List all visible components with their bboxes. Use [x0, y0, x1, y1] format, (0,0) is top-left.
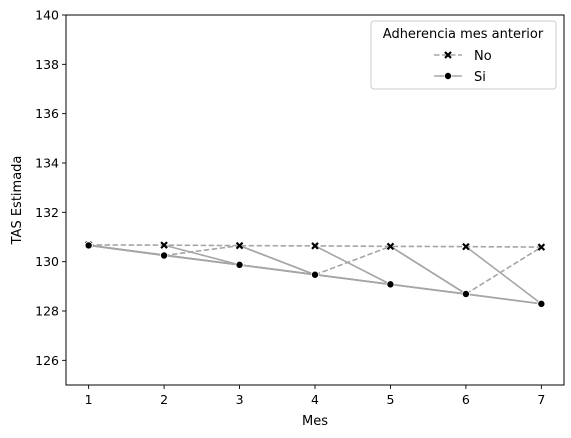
- x-tick-label-2: 2: [160, 392, 168, 407]
- transition-line-5: [465, 246, 542, 295]
- x-tick-label-6: 6: [462, 392, 470, 407]
- x-tick-label-3: 3: [236, 392, 244, 407]
- point-si-6: [461, 289, 470, 298]
- y-axis-ticks: 126 128 130 132 134 136 138 140: [35, 8, 66, 368]
- y-axis-label: TAS Estimada: [10, 156, 25, 246]
- transition-line-3: [314, 245, 391, 276]
- y-tick-label-134: 134: [35, 156, 59, 171]
- legend-marker-x-icon: [444, 51, 452, 59]
- point-no-4: [311, 242, 319, 250]
- transition-line-12: [239, 244, 316, 276]
- x-tick-label-5: 5: [386, 392, 394, 407]
- transition-line-14: [390, 245, 467, 295]
- point-no-7: [537, 243, 546, 251]
- legend-entry-si: Si: [434, 70, 486, 85]
- x-tick-label-1: 1: [85, 392, 93, 407]
- point-si-5: [386, 280, 395, 289]
- x-tick-label-4: 4: [311, 392, 319, 407]
- series-markers: [84, 241, 546, 308]
- legend: Adherencia mes anterior No Si: [370, 20, 557, 90]
- point-no-5: [386, 242, 395, 251]
- x-tick-label-7: 7: [537, 392, 545, 407]
- x-axis-label: Mes: [302, 414, 328, 429]
- y-tick-label-140: 140: [35, 8, 59, 23]
- point-si-7: [537, 299, 546, 308]
- point-no-6: [462, 242, 470, 251]
- point-no-3: [235, 241, 244, 250]
- transition-line-11: [163, 244, 240, 266]
- y-tick-label-130: 130: [35, 254, 59, 269]
- point-si-2: [160, 251, 169, 260]
- transition-line-15: [465, 245, 542, 305]
- y-tick-label-138: 138: [35, 57, 59, 72]
- point-si-3: [235, 260, 244, 269]
- point-si-1: [84, 241, 93, 250]
- y-tick-label-128: 128: [35, 304, 59, 319]
- point-no-2: [160, 241, 168, 249]
- transition-line-13: [314, 245, 391, 286]
- legend-label-no: No: [474, 49, 492, 64]
- legend-title: Adherencia mes anterior: [383, 27, 544, 42]
- y-tick-label-126: 126: [35, 353, 59, 368]
- x-axis-ticks: 1 2 3 4 5 6 7: [85, 385, 545, 407]
- legend-marker-circle-icon: [443, 72, 452, 81]
- legend-entry-no: No: [434, 49, 492, 64]
- transition-line-1: [163, 244, 240, 257]
- legend-box: [370, 20, 557, 90]
- y-tick-label-132: 132: [35, 205, 59, 220]
- y-tick-label-136: 136: [35, 106, 59, 121]
- legend-label-si: Si: [474, 70, 486, 85]
- point-si-4: [310, 270, 319, 279]
